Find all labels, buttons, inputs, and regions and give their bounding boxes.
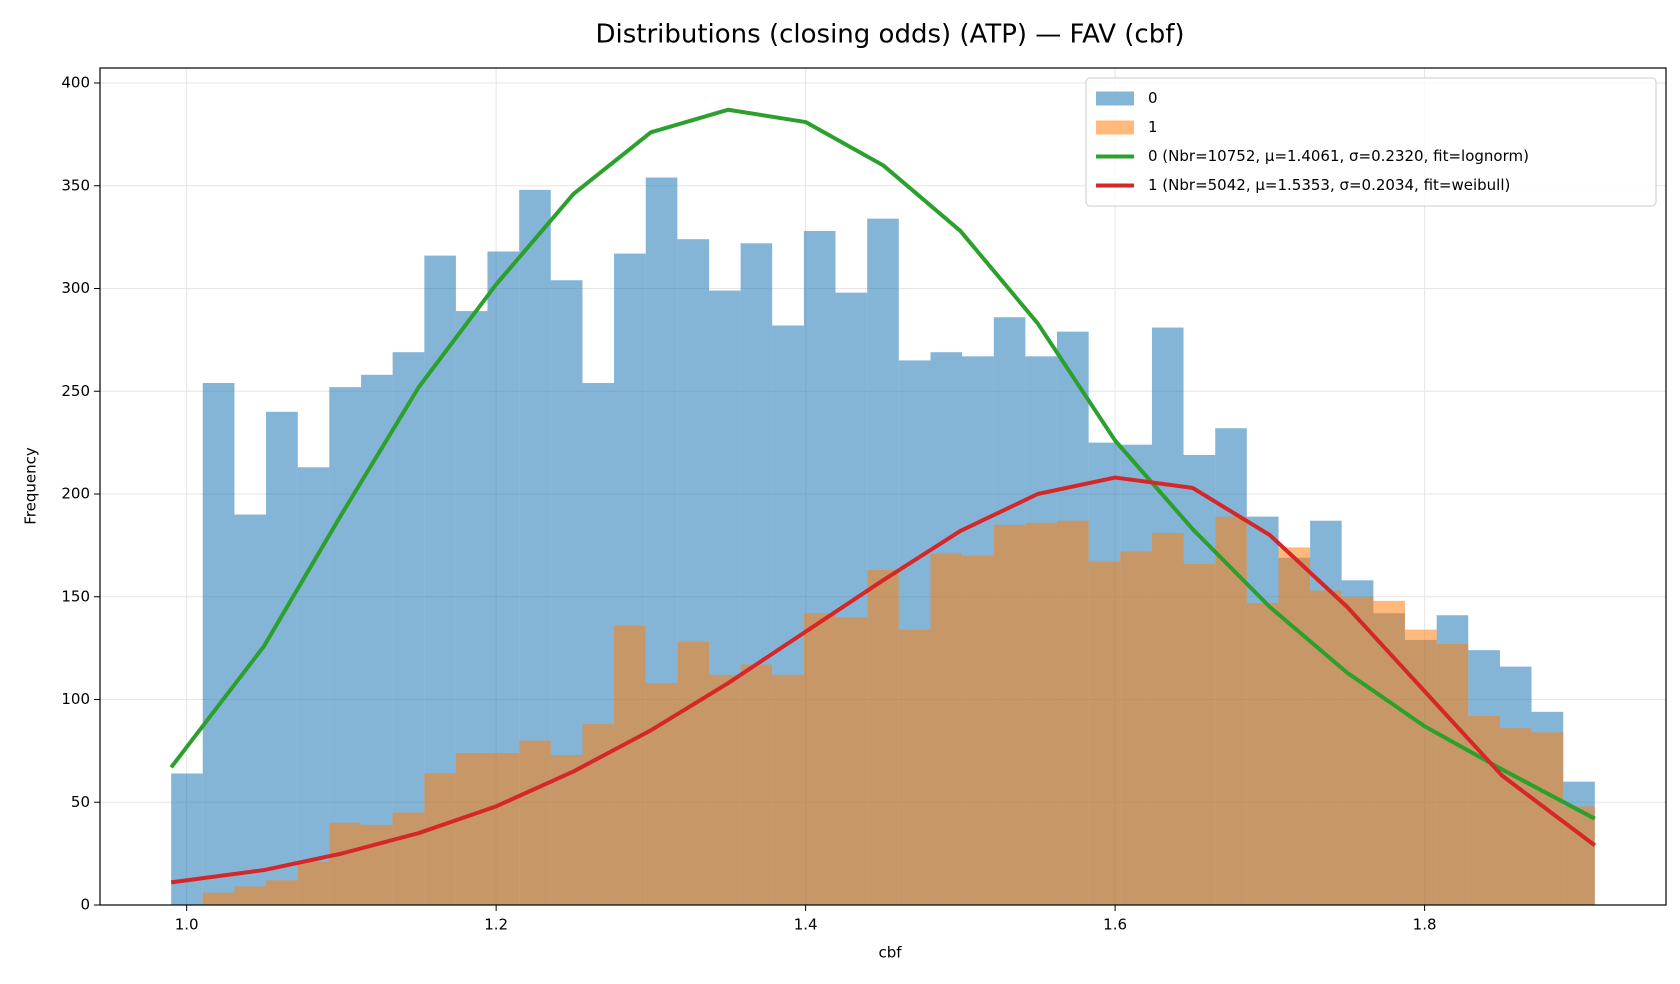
legend-swatch (1096, 120, 1134, 135)
histogram-bar (1120, 551, 1152, 905)
histogram-bar (329, 387, 362, 905)
x-tick-label: 1.8 (1413, 916, 1437, 934)
histogram-bar (867, 570, 899, 905)
histogram-bar (234, 886, 267, 905)
histogram-bar (202, 383, 235, 905)
histogram-bar (1436, 644, 1469, 905)
x-tick-label: 1.4 (794, 916, 818, 934)
histogram-bar (234, 514, 267, 905)
histogram-bar (202, 892, 235, 905)
histogram-bar (1151, 533, 1184, 905)
y-tick-label: 400 (61, 74, 90, 92)
histogram-bar (487, 752, 520, 905)
histogram-bar (614, 625, 646, 905)
legend-label: 1 (Nbr=5042, μ=1.5353, σ=0.2034, fit=wei… (1148, 176, 1510, 194)
y-tick-label: 350 (61, 176, 90, 194)
y-tick-label: 150 (61, 587, 90, 605)
histogram-bar (962, 555, 994, 905)
histogram-bar (266, 880, 298, 905)
histogram-bar (1025, 522, 1057, 905)
fit-line (170, 475, 1597, 885)
histogram-bar (898, 629, 931, 905)
histogram-bar (1246, 602, 1279, 905)
histogram-bar (519, 740, 551, 905)
histogram-bar (1056, 520, 1089, 905)
histogram-bar (1373, 600, 1405, 905)
legend: 0 1 0 (Nbr=10752, μ=1.4061, σ=0.2320, fit=… (1085, 77, 1657, 207)
histogram-bar (1183, 563, 1216, 905)
histogram-bar (297, 861, 330, 905)
x-tick-label: 1.0 (175, 916, 199, 934)
y-tick-label: 0 (80, 896, 90, 914)
y-tick-label: 50 (71, 793, 90, 811)
legend-frame (1085, 77, 1657, 207)
histogram-bar (1499, 728, 1532, 905)
chart-title: Distributions (closing odds) (ATP) — FAV… (595, 20, 1184, 50)
y-tick-label: 200 (61, 485, 90, 503)
histogram-bar (1563, 806, 1595, 905)
histogram-bar (1341, 596, 1374, 905)
histogram-bar (171, 773, 203, 905)
histogram-bar (1310, 590, 1342, 905)
fit-line (169, 107, 1596, 821)
y-tick-label: 250 (61, 382, 90, 400)
histogram-bar (993, 524, 1026, 905)
histogram-bar (361, 374, 393, 906)
x-axis-label: cbf (878, 944, 902, 962)
legend-label: 0 (1148, 89, 1158, 107)
histogram-bar (772, 674, 804, 905)
legend-swatch (1096, 91, 1134, 106)
x-tick-label: 1.6 (1103, 916, 1127, 934)
histogram-bar (803, 613, 836, 905)
histogram-bar (645, 683, 678, 905)
histogram-bar (677, 641, 710, 905)
histogram-bar (266, 411, 298, 905)
histogram-bar (392, 812, 425, 905)
histogram-bar (835, 617, 868, 905)
y-tick-label: 300 (61, 279, 90, 297)
legend-label: 0 (Nbr=10752, μ=1.4061, σ=0.2320, fit=lo… (1148, 147, 1529, 165)
plot-frame (99, 67, 1667, 906)
y-tick-label: 100 (61, 690, 90, 708)
histogram-bar (740, 664, 773, 905)
histogram-bar (709, 674, 741, 905)
histogram-bar (1278, 547, 1311, 905)
histogram-bar (329, 822, 362, 905)
histogram-bar (1088, 561, 1121, 905)
histogram-bar (455, 752, 488, 905)
histogram-bar (1215, 516, 1247, 905)
histogram-bar (1404, 629, 1437, 905)
histogram-bar (930, 553, 963, 905)
x-tick-label: 1.2 (484, 916, 508, 934)
legend-label: 1 (1148, 118, 1158, 136)
histogram-bar (424, 773, 456, 905)
histogram-bar (297, 467, 330, 905)
y-axis-label: Frequency (22, 447, 40, 525)
histogram-bar (361, 824, 393, 905)
